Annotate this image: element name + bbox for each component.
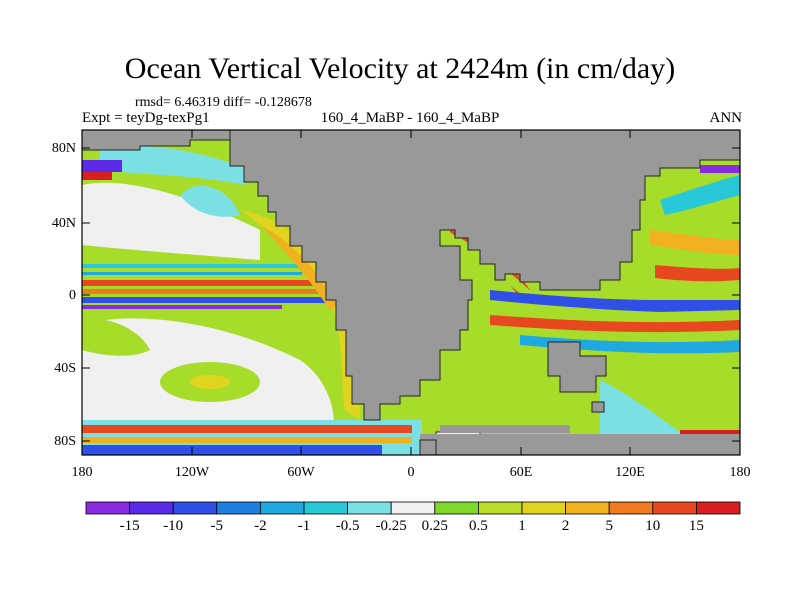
colorbar-swatch — [434, 501, 479, 515]
lon-tick-label: 120W — [174, 465, 210, 480]
colorbar-label: -1 — [297, 518, 311, 534]
lat-tick-label: 80S — [54, 434, 76, 449]
colorbar-swatch — [521, 501, 566, 515]
lon-tick-label: 60W — [287, 465, 315, 480]
season-label: ANN — [709, 110, 743, 126]
colorbar-label: 0.5 — [469, 518, 488, 534]
colorbar-swatch — [172, 501, 218, 515]
experiment-label: Expt = teyDg-texPg1 — [82, 110, 210, 126]
colorbar-swatch — [696, 501, 741, 515]
lon-tick-label: 180 — [729, 465, 751, 480]
colorbar-swatch — [85, 501, 130, 515]
axis-ticks — [81, 130, 741, 455]
lon-tick-label: 0 — [407, 465, 415, 480]
stats-label: rmsd= 6.46319 diff= -0.128678 — [135, 95, 312, 110]
lat-tick-label: 40N — [51, 216, 76, 231]
colorbar-swatch — [216, 501, 261, 515]
map-title: Ocean Vertical Velocity at 2424m (in cm/… — [124, 52, 676, 85]
colorbar-swatch — [303, 501, 348, 515]
colorbar-label: -0.25 — [375, 518, 407, 534]
colorbar-label: 10 — [645, 518, 661, 534]
lon-tick-label: 60E — [509, 465, 533, 480]
map-panel — [82, 130, 740, 455]
colorbar-swatch — [608, 501, 654, 515]
colorbar-label: 5 — [605, 518, 613, 534]
lat-tick-label: 80N — [51, 141, 76, 156]
land-masses — [82, 130, 740, 455]
colorbar-label: -2 — [254, 518, 267, 534]
colorbar-label: 1 — [518, 518, 526, 534]
colorbar-label: 2 — [561, 518, 570, 534]
colorbar-swatch — [652, 501, 697, 515]
colorbar-swatch — [390, 501, 436, 515]
colorbar-label: 0.25 — [421, 518, 448, 534]
lat-tick-label: 40S — [54, 361, 76, 376]
colorbar-label: -5 — [210, 518, 224, 534]
colorbar-label: -15 — [119, 518, 140, 534]
colorbar-label: -10 — [163, 518, 184, 534]
colorbar-swatch — [129, 501, 174, 515]
colorbar-swatch — [259, 501, 305, 515]
colorbar-swatch — [565, 501, 610, 515]
case-label: 160_4_MaBP - 160_4_MaBP — [320, 110, 500, 126]
lat-tick-label: 0 — [69, 288, 76, 303]
colorbar — [85, 501, 741, 515]
colorbar-swatch — [347, 501, 392, 515]
colorbar-label: 15 — [688, 518, 704, 534]
lon-tick-label: 180 — [71, 465, 93, 480]
colorbar-swatch — [477, 501, 523, 515]
colorbar-label: -0.5 — [335, 518, 360, 534]
lon-tick-label: 120E — [615, 465, 645, 480]
